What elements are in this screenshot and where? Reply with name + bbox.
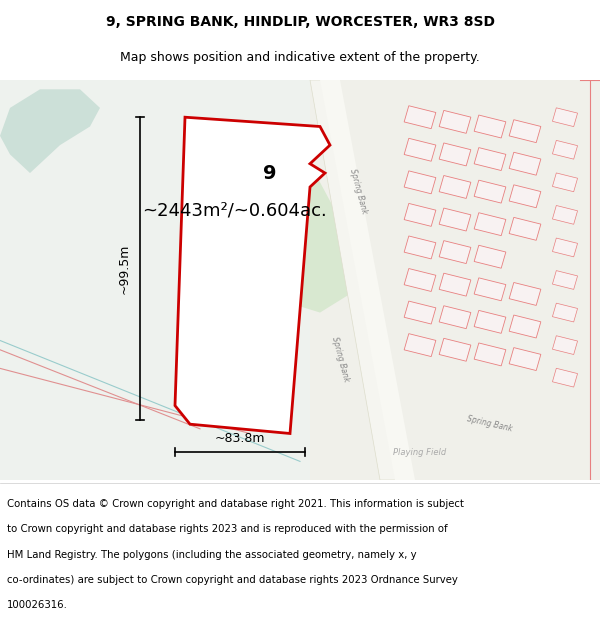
Text: 9: 9 <box>263 164 277 182</box>
Polygon shape <box>404 171 436 194</box>
Polygon shape <box>439 241 471 264</box>
Text: to Crown copyright and database rights 2023 and is reproduced with the permissio: to Crown copyright and database rights 2… <box>7 524 448 534</box>
Polygon shape <box>553 271 578 289</box>
Polygon shape <box>404 106 436 129</box>
Polygon shape <box>553 108 578 127</box>
Polygon shape <box>310 80 400 480</box>
Polygon shape <box>474 343 506 366</box>
Polygon shape <box>439 176 471 198</box>
Text: Contains OS data © Crown copyright and database right 2021. This information is : Contains OS data © Crown copyright and d… <box>7 499 464 509</box>
Polygon shape <box>404 334 436 357</box>
Polygon shape <box>553 206 578 224</box>
Text: co-ordinates) are subject to Crown copyright and database rights 2023 Ordnance S: co-ordinates) are subject to Crown copyr… <box>7 575 458 585</box>
Polygon shape <box>175 118 330 434</box>
Polygon shape <box>553 336 578 354</box>
Text: Map shows position and indicative extent of the property.: Map shows position and indicative extent… <box>120 51 480 64</box>
Polygon shape <box>474 278 506 301</box>
Text: ~83.8m: ~83.8m <box>215 432 265 444</box>
Polygon shape <box>439 111 471 133</box>
Polygon shape <box>190 145 350 312</box>
Text: Spring Bank: Spring Bank <box>466 414 514 434</box>
Polygon shape <box>404 203 436 226</box>
Text: 9, SPRING BANK, HINDLIP, WORCESTER, WR3 8SD: 9, SPRING BANK, HINDLIP, WORCESTER, WR3 … <box>106 16 494 29</box>
Polygon shape <box>404 269 436 291</box>
Polygon shape <box>474 180 506 203</box>
Polygon shape <box>553 173 578 192</box>
Polygon shape <box>553 238 578 257</box>
Polygon shape <box>474 311 506 333</box>
Polygon shape <box>404 301 436 324</box>
Text: ~2443m²/~0.604ac.: ~2443m²/~0.604ac. <box>143 201 328 219</box>
Text: Spring Bank: Spring Bank <box>329 336 350 382</box>
Polygon shape <box>474 245 506 268</box>
Polygon shape <box>0 89 100 173</box>
Polygon shape <box>404 138 436 161</box>
Polygon shape <box>509 315 541 338</box>
Polygon shape <box>509 185 541 208</box>
Polygon shape <box>553 141 578 159</box>
Polygon shape <box>439 273 471 296</box>
Polygon shape <box>553 303 578 322</box>
Polygon shape <box>509 217 541 240</box>
Polygon shape <box>509 120 541 142</box>
Polygon shape <box>474 148 506 171</box>
Text: Spring Bank: Spring Bank <box>347 168 368 215</box>
Polygon shape <box>474 213 506 236</box>
Text: Playing Field: Playing Field <box>394 448 446 457</box>
Polygon shape <box>439 208 471 231</box>
Polygon shape <box>439 306 471 329</box>
Polygon shape <box>474 115 506 138</box>
Polygon shape <box>439 143 471 166</box>
Polygon shape <box>320 80 415 480</box>
Text: HM Land Registry. The polygons (including the associated geometry, namely x, y: HM Land Registry. The polygons (includin… <box>7 549 417 559</box>
Polygon shape <box>553 368 578 387</box>
Polygon shape <box>509 282 541 306</box>
Text: 100026316.: 100026316. <box>7 601 68 611</box>
Polygon shape <box>509 152 541 175</box>
Text: ~99.5m: ~99.5m <box>118 243 131 294</box>
Polygon shape <box>0 80 310 480</box>
Polygon shape <box>439 338 471 361</box>
Polygon shape <box>509 348 541 371</box>
Polygon shape <box>404 236 436 259</box>
